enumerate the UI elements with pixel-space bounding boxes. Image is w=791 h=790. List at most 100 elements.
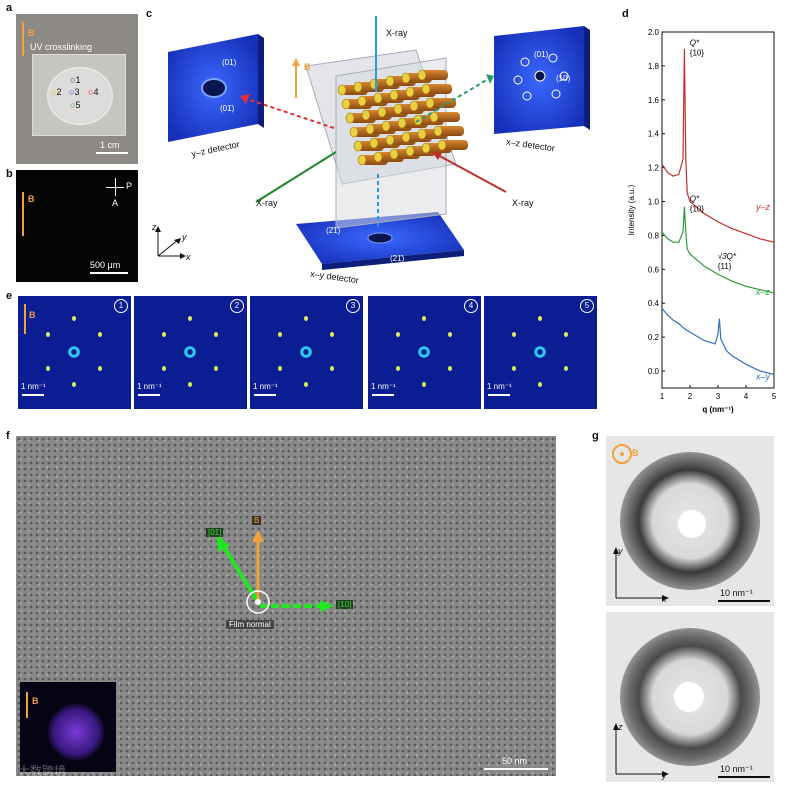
beamstop [678, 510, 706, 538]
x-tick-label: 1 [660, 392, 665, 401]
cylinder [442, 140, 468, 150]
scale-bar [96, 152, 128, 154]
inset-b-label: B [32, 696, 39, 706]
cylinder [434, 112, 460, 122]
saxs-top: B y x 10 nm⁻¹ [606, 436, 774, 606]
scale-bar [22, 394, 44, 396]
panel-c-diagram [155, 16, 590, 270]
cylinder-end [433, 125, 443, 137]
axis-x-label: x [662, 594, 667, 604]
series-label: y–z [755, 202, 771, 212]
cylinder-end [345, 112, 355, 124]
cylinder-end [397, 117, 407, 129]
saxs-pattern-5: 5 1 nm⁻¹ [484, 296, 597, 409]
y-tick-label: 0.6 [648, 265, 660, 274]
green-dashed-beam [415, 77, 491, 123]
uv-text: UV crosslinking [30, 42, 93, 52]
cylinder-end [341, 98, 351, 110]
series-label: x–y [755, 372, 771, 382]
axis-y-label: y [618, 546, 623, 556]
spot-1: ○1 [70, 75, 81, 85]
axis-y-label: y [662, 770, 667, 780]
pattern-index: 2 [230, 299, 244, 313]
xray-top-label: X-ray [386, 28, 408, 38]
cylinder-end [417, 128, 427, 140]
scale-label: 1 nm⁻¹ [21, 382, 46, 391]
scale-label: 10 nm⁻¹ [720, 588, 753, 598]
panel-a-photo: B UV crosslinking ○1 ○2 ○3 ○4 ○5 1 cm [16, 14, 138, 164]
b-field-label: B [29, 310, 36, 320]
panel-b-micrograph: B P A 500 μm [16, 170, 138, 282]
peak-annotation: Q* [690, 194, 700, 203]
watermark: 大数跨境 [18, 764, 67, 776]
cylinder-end [421, 142, 431, 154]
series-line-2 [661, 307, 775, 375]
bragg-spot [422, 316, 426, 321]
panel-e-label: e [6, 290, 13, 302]
y-tick-label: 2.0 [648, 28, 660, 37]
cylinder-end [385, 75, 395, 87]
xz-peak-01: (01) [534, 50, 549, 59]
bragg-spot [448, 366, 452, 371]
peak-annotation: Q* [690, 38, 700, 47]
x-tick-label: 5 [772, 392, 777, 401]
spot-5: ○5 [70, 100, 81, 110]
cylinder-end [405, 145, 415, 157]
b-out-of-plane-icon [612, 444, 632, 464]
scale-bar [254, 394, 276, 396]
bragg-spot [278, 366, 282, 371]
center-beam [68, 346, 80, 358]
bragg-spot [46, 366, 50, 371]
cylinder-end [393, 103, 403, 115]
b-field-label: B [252, 516, 262, 525]
direction-10-label: [10] [336, 600, 354, 609]
bragg-spot [538, 316, 542, 321]
scale-bar [138, 394, 160, 396]
b-field-label: B [304, 62, 311, 72]
panel-a-label: a [6, 2, 13, 14]
y-axis-label: Intensity (a.u.) [627, 184, 636, 235]
b-field-arrow [22, 22, 24, 56]
bragg-spot [162, 366, 166, 371]
y-tick-label: 0.4 [648, 299, 660, 308]
y-tick-label: 1.0 [648, 198, 660, 207]
scale-label: 1 nm⁻¹ [371, 382, 396, 391]
xray-left-label: X-ray [256, 198, 278, 208]
bragg-spot [330, 366, 334, 371]
crosspolar-v [115, 178, 116, 196]
scale-label: 1 cm [100, 140, 120, 150]
series-label: x–z [755, 287, 771, 297]
panel-f-label: f [6, 430, 10, 442]
scale-label: 50 nm [502, 756, 528, 766]
bragg-spot [564, 332, 568, 337]
bragg-spot [188, 316, 192, 321]
xy-peak-21bar: (21̄) [390, 254, 405, 263]
cylinder-end [365, 123, 375, 135]
center-beam [418, 346, 430, 358]
bragg-spot [72, 316, 76, 321]
x-tick-label: 4 [744, 392, 749, 401]
polarizer-label: P [126, 181, 133, 191]
scale-bar [718, 776, 770, 778]
panel-d-label: d [622, 8, 629, 20]
scale-bar [372, 394, 394, 396]
scale-bar [90, 272, 128, 274]
sample-disc [47, 67, 113, 125]
cylinder-end [337, 84, 347, 96]
bragg-spot [512, 332, 516, 337]
film-sample: ○1 ○2 ○3 ○4 ○5 [32, 54, 126, 136]
cylinder-end [405, 86, 415, 98]
cylinder-end [353, 140, 363, 152]
scale-label: 1 nm⁻¹ [253, 382, 278, 391]
bragg-spot [538, 382, 542, 387]
series-line-1 [661, 206, 775, 294]
bragg-spot [564, 366, 568, 371]
scale-label: 500 μm [90, 260, 121, 270]
cylinder-end [401, 131, 411, 143]
cylinder-end [353, 81, 363, 93]
pattern-index: 3 [346, 299, 360, 313]
scale-bar [718, 600, 770, 602]
axis-z-label: z [618, 722, 623, 732]
xray-right-label: X-ray [512, 198, 534, 208]
cylinder [438, 126, 464, 136]
